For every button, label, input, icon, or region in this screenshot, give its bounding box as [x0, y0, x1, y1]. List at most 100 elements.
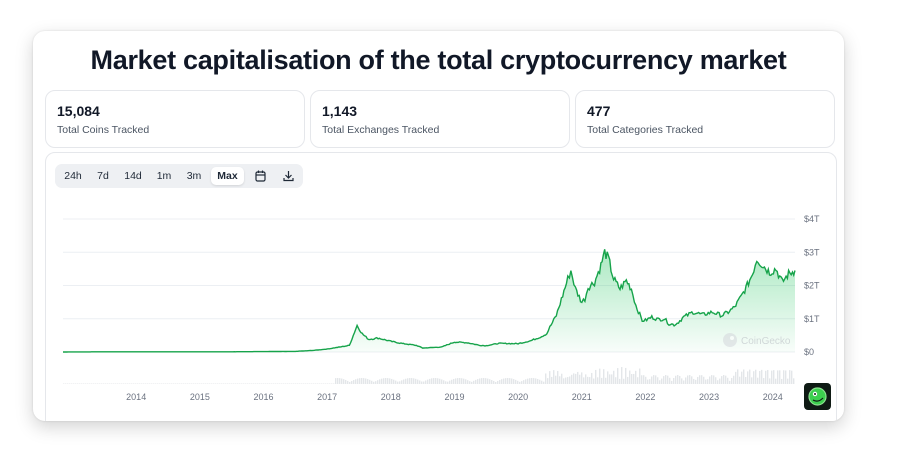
volume-bar — [653, 375, 655, 384]
volume-bar — [757, 377, 759, 384]
volume-bar — [193, 383, 195, 384]
volume-bar — [593, 378, 595, 384]
download-button[interactable] — [276, 167, 300, 185]
volume-bar — [327, 383, 329, 384]
volume-bar — [447, 381, 449, 384]
volume-bar — [703, 376, 705, 384]
volume-bar — [291, 383, 293, 384]
volume-bar — [489, 379, 491, 384]
volume-bar — [259, 383, 261, 384]
volume-bar — [709, 376, 711, 384]
volume-bar — [151, 383, 153, 384]
volume-bar — [581, 372, 583, 384]
coingecko-logo — [804, 383, 831, 410]
volume-bar — [765, 370, 767, 384]
volume-bar — [791, 370, 793, 384]
watermark-text: CoinGecko — [741, 336, 791, 347]
volume-bar — [353, 380, 355, 384]
volume-bar — [351, 381, 353, 384]
volume-bar — [781, 378, 783, 384]
volume-bar — [683, 380, 685, 384]
volume-bar — [485, 378, 487, 384]
volume-bar — [577, 371, 579, 384]
volume-bar — [543, 381, 545, 384]
calendar-button[interactable] — [248, 167, 272, 185]
volume-bar — [737, 369, 739, 384]
volume-bar — [669, 377, 671, 384]
volume-bar — [533, 378, 535, 384]
volume-bar — [681, 378, 683, 384]
volume-bar — [471, 381, 473, 384]
volume-bar — [395, 380, 397, 384]
market-cap-chart: CoinGecko $0 $1T $2T $3T $4T 2014 2015 2016 201… — [63, 214, 820, 402]
volume-bar — [155, 383, 157, 384]
volume-bar — [671, 380, 673, 384]
range-1m-button[interactable]: 1m — [156, 170, 172, 182]
volume-bar — [263, 383, 265, 384]
volume-bar — [277, 383, 279, 384]
volume-bar — [589, 377, 591, 384]
volume-bar — [387, 378, 389, 384]
volume-bar — [123, 383, 125, 384]
volume-bar — [465, 379, 467, 384]
volume-bar — [779, 370, 781, 384]
volume-bar — [165, 383, 167, 384]
volume-bar — [177, 383, 179, 384]
volume-bar — [573, 373, 575, 384]
x-tick-label: 2021 — [572, 392, 592, 402]
volume-bar — [445, 381, 447, 384]
range-max-button[interactable]: Max — [211, 167, 244, 185]
volume-bar — [357, 378, 359, 384]
volume-bar — [567, 377, 569, 384]
volume-bar — [523, 380, 525, 384]
volume-bar — [585, 374, 587, 384]
volume-bar — [559, 376, 561, 384]
volume-bar — [637, 377, 639, 384]
chart-panel — [45, 152, 837, 421]
volume-bar — [635, 370, 637, 384]
volume-bar — [293, 383, 295, 384]
volume-bar — [331, 383, 333, 384]
range-24h-button[interactable]: 24h — [64, 170, 82, 182]
volume-bar — [239, 383, 241, 384]
volume-bar — [699, 375, 701, 384]
volume-bar — [77, 383, 79, 384]
volume-bar — [197, 383, 199, 384]
volume-bar — [727, 377, 729, 384]
volume-bar — [205, 383, 207, 384]
volume-bar — [391, 378, 393, 384]
volume-bar — [665, 375, 667, 384]
volume-bar — [549, 371, 551, 384]
volume-bar — [237, 383, 239, 384]
volume-bar — [771, 370, 773, 384]
volume-bar — [619, 378, 621, 384]
volume-bar — [521, 381, 523, 384]
volume-bar — [367, 379, 369, 384]
range-14d-button[interactable]: 14d — [124, 170, 142, 182]
volume-bar — [209, 383, 211, 384]
range-3m-button[interactable]: 3m — [186, 170, 202, 182]
x-tick-label: 2018 — [381, 392, 401, 402]
volume-bar — [565, 377, 567, 384]
volume-bar — [213, 383, 215, 384]
volume-bar — [539, 379, 541, 384]
volume-bar — [285, 383, 287, 384]
volume-bar — [467, 380, 469, 384]
volume-bar — [561, 373, 563, 384]
volume-bar — [741, 371, 743, 384]
range-7d-button[interactable]: 7d — [97, 170, 109, 182]
volume-bar — [149, 383, 151, 384]
volume-bar — [509, 378, 511, 384]
volume-bar — [647, 379, 649, 384]
volume-bar — [67, 383, 69, 384]
stat-card-coins: 15,084 Total Coins Tracked — [45, 90, 305, 148]
volume-bar — [249, 383, 251, 384]
x-tick-label: 2015 — [190, 392, 210, 402]
volume-bar — [595, 369, 597, 384]
volume-bar — [599, 368, 601, 384]
volume-bar — [767, 369, 769, 384]
volume-bar — [299, 383, 301, 384]
volume-bar — [403, 379, 405, 384]
volume-bar — [609, 374, 611, 384]
x-tick-label: 2023 — [699, 392, 719, 402]
